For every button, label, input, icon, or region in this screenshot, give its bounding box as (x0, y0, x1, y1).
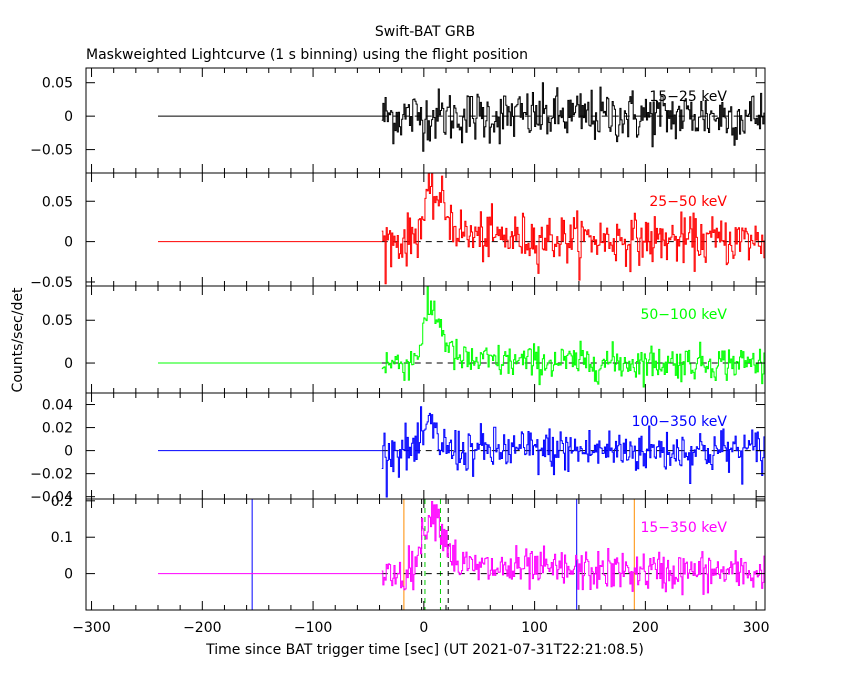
panel-energy-label: 25−50 keV (649, 194, 727, 210)
panel-2: 0.05 0 −0.05 25−50 keV (30, 172, 766, 291)
x-tick-label: 0 (419, 620, 428, 636)
panel-energy-label: 15−350 keV (640, 520, 727, 536)
x-tick-label: 100 (521, 620, 548, 636)
panel-plot-area (157, 286, 765, 388)
x-tick-label: 300 (743, 620, 770, 636)
x-tick-label: −300 (72, 620, 110, 636)
lightcurve-series (381, 406, 765, 498)
y-tick-label: 0.05 (42, 76, 73, 92)
y-tick-label: 0.04 (42, 398, 73, 414)
y-tick-label: −0.04 (30, 490, 73, 506)
panel-energy-label: 50−100 keV (640, 307, 727, 323)
lightcurve-series (381, 82, 765, 152)
panel-4: 0.04 0.02 0 −0.02 −0.04 100−350 keV (30, 392, 766, 506)
y-tick-label: −0.02 (30, 467, 73, 483)
y-axis-label: Counts/sec/det (10, 287, 26, 392)
y-tick-label: 0.1 (51, 530, 73, 546)
panel-frame (85, 498, 766, 611)
y-tick-label: 0 (64, 356, 73, 372)
panel-plot-area (157, 173, 765, 285)
panel-frame (85, 392, 766, 500)
x-axis: −300 −200 −100 0 100 200 300 (72, 620, 769, 636)
chart-subtitle: Maskweighted Lightcurve (1 s binning) us… (86, 47, 528, 63)
y-tick-label: 0.05 (42, 313, 73, 329)
y-tick-label: −0.05 (30, 143, 73, 159)
panel-energy-label: 100−350 keV (632, 414, 728, 430)
x-tick-label: 200 (632, 620, 659, 636)
y-tick-label: 0.02 (42, 421, 73, 437)
y-tick-label: 0 (64, 444, 73, 460)
lightcurve-series (381, 286, 765, 388)
y-tick-label: 0.2 (51, 494, 73, 510)
panel-3: 0.05 0 50−100 keV (42, 285, 766, 394)
lightcurve-series (381, 501, 765, 596)
panel-plot-area (157, 499, 765, 610)
y-tick-label: 0.05 (42, 194, 73, 210)
y-tick-label: 0 (64, 567, 73, 583)
panel-frame (85, 285, 766, 394)
lightcurve-series (381, 173, 765, 285)
x-tick-label: −100 (294, 620, 332, 636)
x-axis-label: Time since BAT trigger time [sec] (UT 20… (205, 642, 644, 658)
panel-plot-area (157, 406, 765, 498)
panel-energy-label: 15−25 keV (649, 89, 727, 105)
panel-plot-area (157, 82, 765, 152)
panel-5: 0.2 0.1 0 15−350 keV (51, 494, 766, 611)
panel-frame (85, 67, 766, 174)
panel-1: 0.05 0 −0.05 15−25 keV (30, 67, 766, 174)
y-tick-label: −0.05 (30, 275, 73, 291)
x-tick-label: −200 (183, 620, 221, 636)
y-tick-label: 0 (64, 109, 73, 125)
chart-title: Swift-BAT GRB (375, 24, 475, 40)
y-tick-label: 0 (64, 235, 73, 251)
